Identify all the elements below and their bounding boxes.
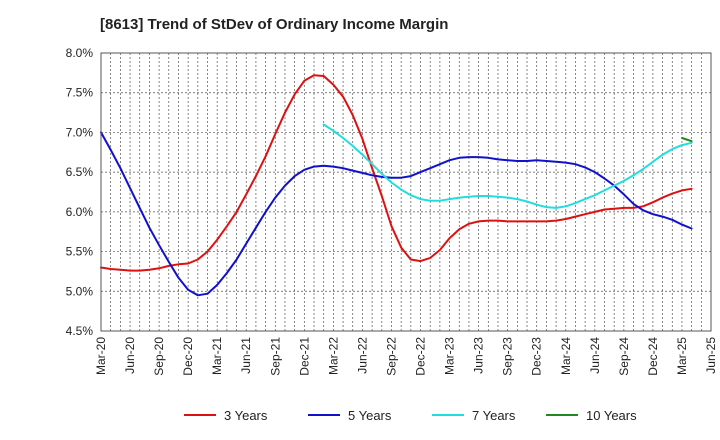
- y-tick-label: 6.5%: [66, 165, 94, 179]
- x-tick-label: Dec-20: [181, 337, 195, 376]
- x-tick-label: Dec-21: [297, 337, 311, 376]
- x-tick-label: Jun-24: [588, 337, 602, 374]
- x-tick-label: Mar-20: [94, 337, 108, 375]
- series-line-3-years: [100, 74, 693, 272]
- legend-label: 3 Years: [224, 408, 268, 423]
- x-tick-label: Jun-25: [704, 337, 718, 374]
- x-tick-label: Dec-24: [646, 337, 660, 376]
- x-tick-label: Jun-21: [239, 337, 253, 374]
- y-tick-label: 8.0%: [66, 46, 94, 60]
- x-tick-label: Mar-25: [675, 337, 689, 375]
- x-tick-label: Jun-22: [355, 337, 369, 374]
- x-tick-label: Mar-23: [443, 337, 457, 375]
- x-tick-label: Sep-23: [501, 337, 515, 376]
- y-tick-label: 6.0%: [66, 205, 94, 219]
- y-tick-label: 7.0%: [66, 125, 94, 139]
- chart-title: [8613] Trend of StDev of Ordinary Income…: [100, 16, 448, 33]
- x-tick-label: Sep-21: [268, 337, 282, 376]
- legend: 3 Years 5 Years 7 Years 10 Years: [184, 408, 637, 423]
- y-tick-label: 5.0%: [66, 284, 94, 298]
- legend-label: 5 Years: [348, 408, 392, 423]
- series-line-5-years: [100, 131, 693, 297]
- series-lines: [100, 74, 693, 297]
- x-tick-label: Jun-23: [472, 337, 486, 374]
- x-tick-label: Dec-23: [530, 337, 544, 376]
- x-tick-label: Sep-20: [152, 337, 166, 376]
- y-tick-label: 4.5%: [66, 324, 94, 338]
- series-line-10-years: [681, 137, 693, 143]
- x-tick-label: Jun-20: [123, 337, 137, 374]
- x-tick-label: Sep-24: [617, 337, 631, 376]
- y-tick-label: 5.5%: [66, 245, 94, 259]
- series-line-7-years: [322, 123, 693, 209]
- y-axis-ticks: 4.5% 5.0% 5.5% 6.0% 6.5% 7.0% 7.5% 8.0%: [66, 46, 94, 338]
- x-tick-label: Dec-22: [414, 337, 428, 376]
- legend-label: 10 Years: [586, 408, 637, 423]
- legend-label: 7 Years: [472, 408, 516, 423]
- x-tick-label: Mar-22: [326, 337, 340, 375]
- x-axis-ticks: Mar-20 Jun-20 Sep-20 Dec-20 Mar-21 Jun-21 Sep-…: [94, 337, 718, 376]
- y-tick-label: 7.5%: [66, 86, 94, 100]
- x-tick-label: Sep-22: [384, 337, 398, 376]
- x-tick-label: Mar-21: [210, 337, 224, 375]
- x-tick-label: Mar-24: [559, 337, 573, 375]
- plot-border: [100, 52, 712, 332]
